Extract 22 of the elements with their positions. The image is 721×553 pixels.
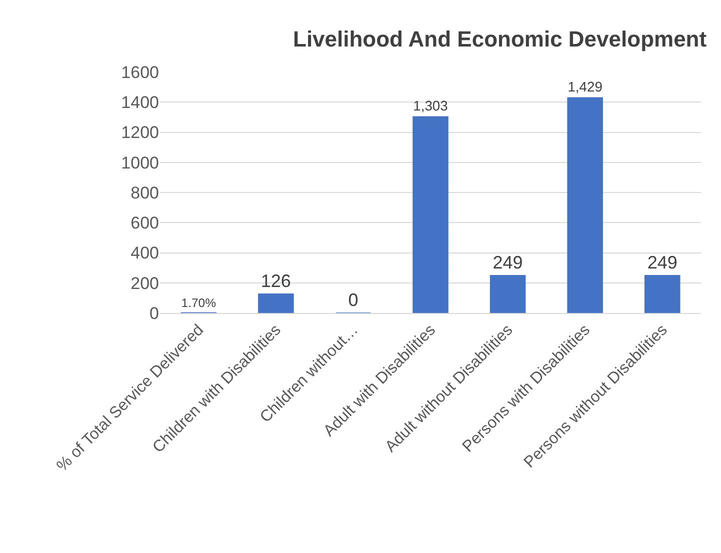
bar [644,274,680,313]
data-label: 0 [348,290,358,310]
y-tick-label: 0 [150,304,159,323]
bar [567,97,603,313]
data-label: 249 [647,252,678,272]
bar [490,274,526,313]
data-label: 126 [260,271,291,292]
data-label: 249 [492,252,523,272]
bar [412,116,448,313]
y-tick-label: 600 [130,214,159,233]
data-label: 1.70% [181,296,216,310]
bar [258,294,294,313]
y-tick-label: 800 [130,183,159,202]
y-tick-label: 1000 [121,153,159,172]
y-tick-label: 1400 [121,93,159,112]
y-tick-label: 1200 [121,123,159,142]
data-label: 1,429 [568,78,603,95]
y-tick-label: 400 [130,244,159,263]
data-label: 1,303 [413,98,448,114]
y-tick-label: 200 [130,274,159,293]
y-tick-label: 1600 [121,62,159,82]
chart-title: Livelihood And Economic Development [293,26,708,52]
